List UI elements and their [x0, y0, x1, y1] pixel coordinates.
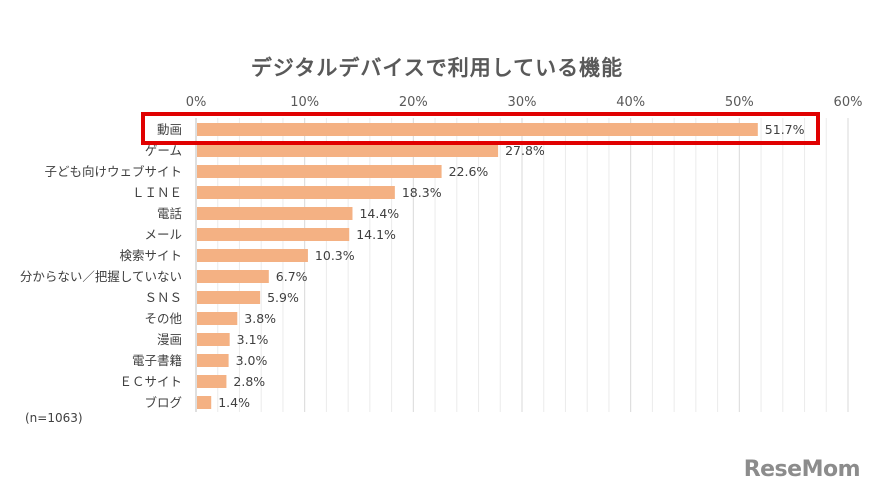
data-label: 3.1% — [237, 332, 269, 347]
bar — [197, 249, 308, 262]
x-tick-label: 0% — [186, 95, 207, 110]
bar — [197, 375, 226, 388]
data-label: 1.4% — [218, 395, 250, 410]
data-label: 3.8% — [244, 311, 276, 326]
category-label: その他 — [144, 311, 182, 326]
x-tick-label: 50% — [725, 95, 754, 110]
data-label: 51.7% — [765, 122, 805, 137]
x-tick-label: 40% — [616, 95, 645, 110]
category-label: ＥＣサイト — [119, 374, 182, 389]
category-label: 動画 — [157, 122, 182, 137]
category-label: 漫画 — [157, 332, 182, 347]
bar — [197, 354, 229, 367]
data-label: 5.9% — [267, 290, 299, 305]
category-label: ゲーム — [145, 143, 182, 158]
data-label: 14.4% — [359, 206, 399, 221]
data-label: 18.3% — [402, 185, 442, 200]
data-label: 2.8% — [233, 374, 265, 389]
category-label: 分からない／把握していない — [20, 269, 182, 284]
bar — [197, 396, 211, 409]
category-label: ＳＮＳ — [144, 290, 182, 305]
category-label: ブログ — [144, 395, 182, 410]
bar — [197, 186, 395, 199]
category-label: 検索サイト — [119, 248, 182, 263]
data-label: 22.6% — [449, 164, 489, 179]
bar — [197, 333, 230, 346]
data-label: 10.3% — [315, 248, 355, 263]
x-tick-label: 60% — [834, 95, 863, 110]
category-label: 電子書籍 — [132, 353, 182, 368]
category-label: 子ども向けウェブサイト — [44, 164, 182, 179]
grid-layer — [196, 118, 848, 412]
x-tick-label: 20% — [399, 95, 428, 110]
x-tick-label: 10% — [290, 95, 319, 110]
category-label: 電話 — [157, 206, 182, 221]
x-tick-label: 30% — [508, 95, 537, 110]
data-label: 6.7% — [276, 269, 308, 284]
resemom-logo: ReseMom — [744, 457, 860, 482]
bar — [197, 270, 269, 283]
category-label: メール — [144, 227, 182, 242]
bar — [197, 123, 758, 136]
bar — [197, 207, 352, 220]
data-label: 3.0% — [236, 353, 268, 368]
bar — [197, 144, 498, 157]
bar — [197, 312, 237, 325]
bar — [197, 291, 260, 304]
data-label: 27.8% — [505, 143, 545, 158]
sample-size-note: (n=1063) — [25, 411, 83, 425]
bar — [197, 165, 442, 178]
data-label: 14.1% — [356, 227, 396, 242]
bar — [197, 228, 349, 241]
category-label: ＬＩＮＥ — [132, 185, 182, 200]
